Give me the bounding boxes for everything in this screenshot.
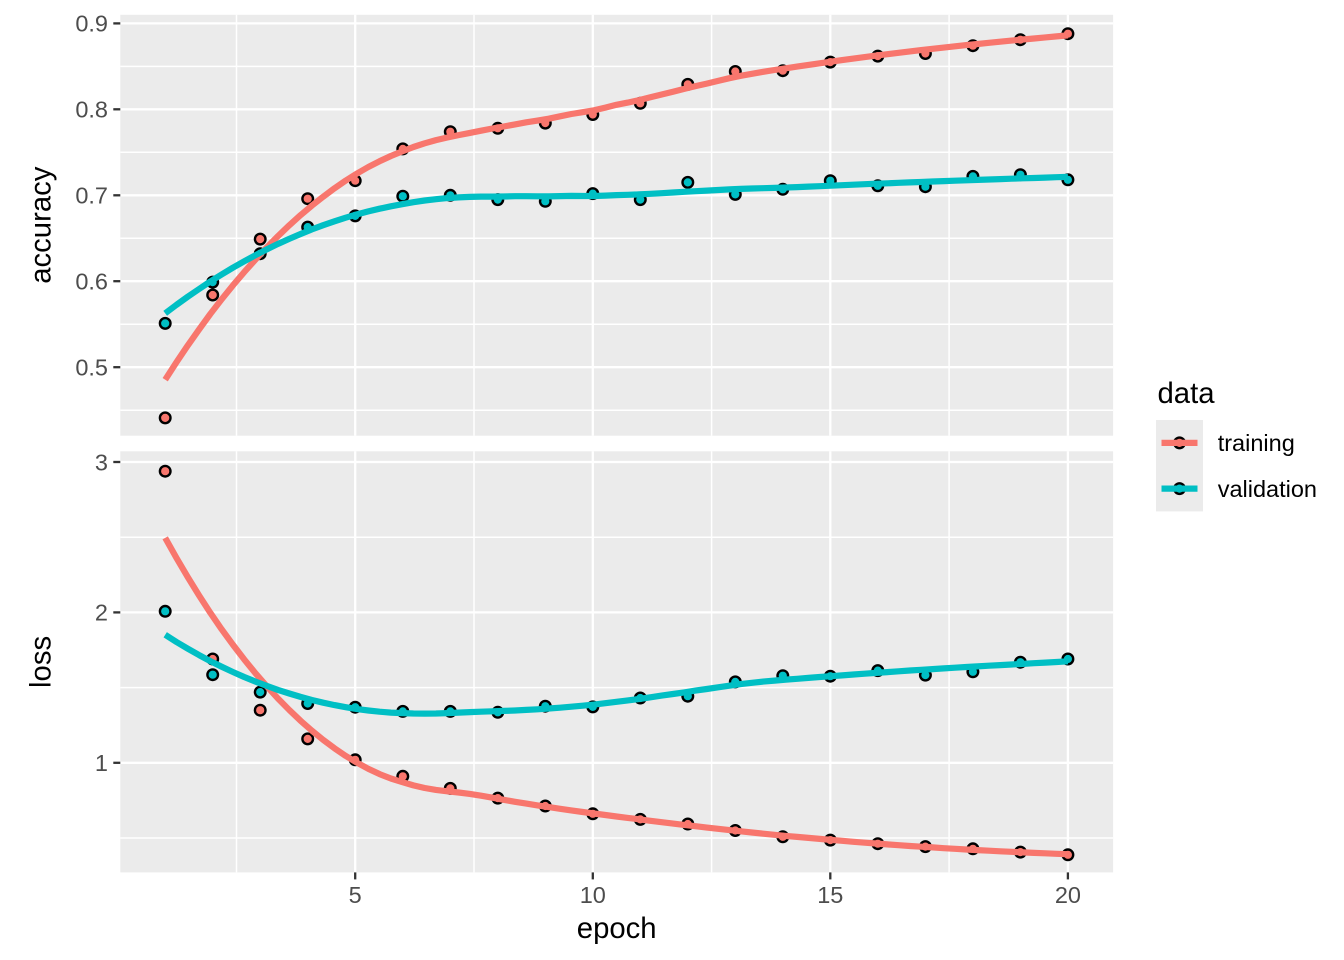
svg-text:3: 3 (95, 449, 108, 475)
svg-text:0.8: 0.8 (75, 97, 108, 123)
svg-text:15: 15 (817, 882, 843, 908)
svg-text:0.7: 0.7 (75, 183, 108, 209)
svg-text:data: data (1158, 377, 1216, 410)
svg-text:loss: loss (25, 636, 58, 688)
svg-text:validation: validation (1218, 476, 1317, 502)
svg-text:accuracy: accuracy (25, 166, 58, 284)
svg-text:5: 5 (349, 882, 362, 908)
svg-text:0.9: 0.9 (75, 11, 108, 37)
svg-text:0.5: 0.5 (75, 355, 108, 381)
svg-text:20: 20 (1055, 882, 1081, 908)
svg-text:10: 10 (580, 882, 606, 908)
svg-text:training: training (1218, 430, 1295, 456)
svg-text:2: 2 (95, 600, 108, 626)
svg-text:0.6: 0.6 (75, 269, 108, 295)
svg-text:1: 1 (95, 750, 108, 776)
svg-text:epoch: epoch (577, 912, 657, 945)
